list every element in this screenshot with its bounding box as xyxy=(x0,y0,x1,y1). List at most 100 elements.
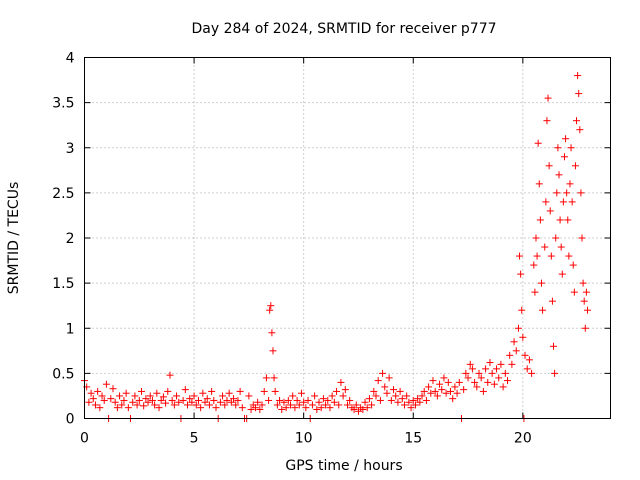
data-point xyxy=(247,405,255,413)
data-point xyxy=(234,396,242,404)
data-point xyxy=(493,365,501,373)
data-point xyxy=(258,401,266,409)
data-point xyxy=(89,395,97,403)
data-point xyxy=(159,393,167,401)
data-point xyxy=(537,279,545,287)
data-point xyxy=(293,396,301,404)
data-point xyxy=(525,356,533,364)
data-point xyxy=(438,386,446,394)
data-point xyxy=(85,398,93,406)
data-point xyxy=(579,279,587,287)
data-point xyxy=(575,90,583,98)
data-point xyxy=(166,371,174,379)
data-point xyxy=(533,252,541,260)
data-point xyxy=(396,387,404,395)
data-point xyxy=(392,392,400,400)
data-point xyxy=(173,392,181,400)
data-point xyxy=(571,162,579,170)
data-point xyxy=(181,386,189,394)
data-point xyxy=(486,359,494,367)
data-point xyxy=(157,396,165,404)
data-point xyxy=(289,392,297,400)
data-point xyxy=(554,144,562,152)
data-point xyxy=(580,297,588,305)
data-point xyxy=(568,198,576,206)
data-point xyxy=(322,401,330,409)
data-point xyxy=(326,404,334,412)
data-point xyxy=(532,234,540,242)
data-point xyxy=(425,383,433,391)
data-point xyxy=(361,398,369,406)
data-point xyxy=(581,324,589,332)
data-point xyxy=(453,389,461,397)
data-point xyxy=(422,396,430,404)
data-point xyxy=(414,395,422,403)
data-point xyxy=(354,407,362,415)
data-point xyxy=(344,401,351,409)
data-point xyxy=(238,404,246,412)
data-points xyxy=(81,72,591,422)
data-point xyxy=(330,398,338,406)
data-point xyxy=(368,401,376,409)
data-point xyxy=(451,383,459,391)
data-point xyxy=(363,404,371,412)
data-point xyxy=(155,404,163,412)
data-point xyxy=(96,404,104,412)
data-point xyxy=(530,261,538,269)
data-point xyxy=(179,396,187,404)
data-point xyxy=(523,365,531,373)
data-point xyxy=(555,171,563,179)
data-point xyxy=(260,387,268,395)
data-point xyxy=(535,180,543,188)
data-point xyxy=(565,252,573,260)
data-point xyxy=(381,383,389,391)
data-point xyxy=(225,389,233,397)
data-point xyxy=(550,342,558,350)
data-point xyxy=(484,378,492,386)
data-point xyxy=(479,387,487,395)
data-point xyxy=(482,365,490,373)
data-point xyxy=(553,189,561,197)
data-point xyxy=(468,365,476,373)
data-point xyxy=(548,297,556,305)
data-point xyxy=(416,398,424,406)
data-point xyxy=(383,389,391,397)
y-tick-label: 1 xyxy=(66,321,75,337)
data-point xyxy=(403,392,411,400)
chart-title: Day 284 of 2024, SRMTID for receiver p77… xyxy=(191,21,496,37)
data-point xyxy=(341,386,349,394)
data-point xyxy=(190,392,198,400)
data-point xyxy=(566,180,574,188)
data-point xyxy=(270,374,278,382)
y-tick-label: 2 xyxy=(66,231,75,247)
data-point xyxy=(518,306,526,314)
data-point xyxy=(578,234,586,242)
data-point xyxy=(186,395,194,403)
data-point xyxy=(542,198,550,206)
data-point xyxy=(276,396,284,404)
data-point xyxy=(203,395,211,403)
data-point xyxy=(122,389,130,397)
data-point xyxy=(562,135,570,143)
data-point xyxy=(543,117,551,125)
data-point xyxy=(227,398,235,406)
data-point xyxy=(531,288,539,296)
axis-ticks: 0 0.5 1 1.5 2 2.5 3 3.5 4 0 5 10 15 20 xyxy=(52,51,611,447)
data-point xyxy=(109,385,117,393)
data-point xyxy=(495,374,503,382)
data-point xyxy=(319,395,327,403)
data-point xyxy=(113,404,121,412)
data-point xyxy=(567,144,575,152)
data-point xyxy=(436,380,444,388)
data-point xyxy=(311,392,319,400)
x-tick-label: 15 xyxy=(404,431,422,447)
data-point xyxy=(87,389,95,397)
data-point xyxy=(335,401,343,409)
data-point xyxy=(477,374,485,382)
data-point xyxy=(385,374,393,382)
data-point xyxy=(506,351,514,359)
data-point xyxy=(164,387,172,395)
data-point xyxy=(269,347,277,355)
data-point xyxy=(564,216,572,224)
